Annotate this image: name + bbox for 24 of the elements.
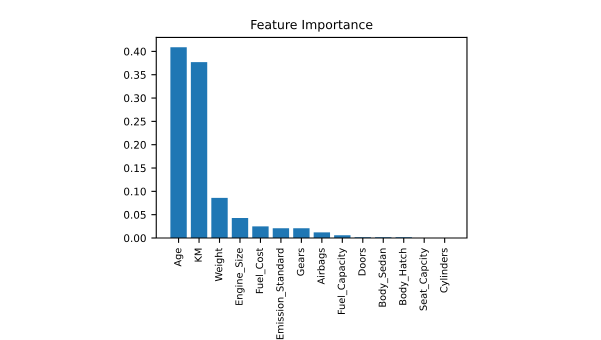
y-tick-label: 0.40 (124, 48, 146, 56)
x-tick-label: Age (174, 248, 184, 266)
y-tick-label: 0.20 (124, 140, 146, 149)
x-tick-label: Weight (214, 248, 224, 282)
x-tick-label: Airbags (317, 248, 327, 284)
y-tick-label: 0.05 (124, 210, 146, 219)
x-tick-label: KM (194, 248, 202, 262)
y-tick-label: 0.30 (124, 94, 146, 102)
chart-title: Feature Importance (251, 20, 372, 32)
x-tick-label: Gears (296, 248, 304, 276)
y-tick-label: 0.15 (124, 164, 146, 172)
y-tick-label: 0.00 (124, 234, 146, 242)
x-tick-label: Fuel_Capacity (337, 248, 348, 314)
x-tick-label: Emission_Standard (276, 248, 286, 340)
y-tick-label: 0.10 (124, 188, 146, 196)
x-tick-label: Cylinders (440, 248, 450, 292)
x-tick-label: Body_Sedan (378, 248, 388, 307)
x-tick-label: Body_Hatch (398, 248, 409, 305)
y-tick-label: 0.35 (124, 70, 146, 79)
x-tick-label: Seat_Capcity (419, 248, 430, 310)
x-tick-label: Engine_Size (235, 248, 245, 305)
y-tick-label: 0.25 (124, 118, 146, 126)
x-tick-label: Doors (358, 248, 366, 276)
x-tick-label: Fuel_Cost (256, 248, 266, 294)
